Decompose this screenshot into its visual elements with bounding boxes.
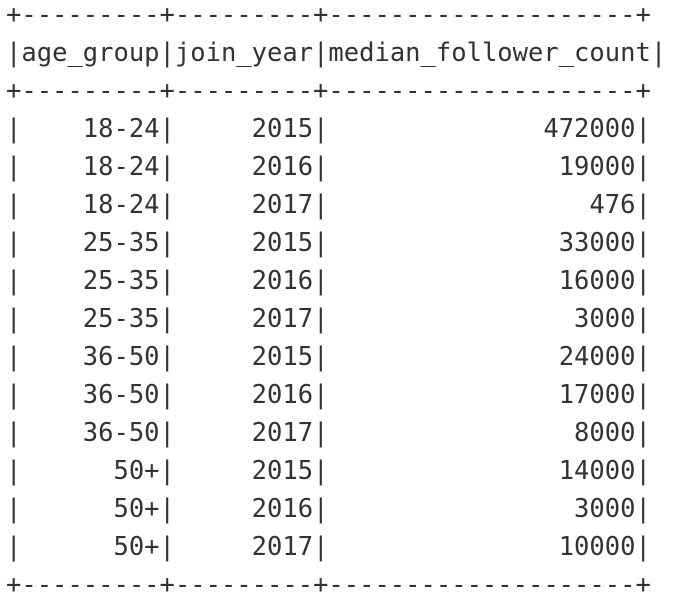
table-border-mid: +---------+---------+-------------------… [6,76,651,106]
table-cell-age-group: 18-24 [21,152,160,182]
table-cell-median-follower-count: 33000 [328,228,636,258]
table-cell-median-follower-count: 3000 [328,494,636,524]
table-cell-join-year: 2016 [174,494,314,524]
table-cell-age-group: 36-50 [21,380,160,410]
table-cell-join-year: 2015 [174,228,314,258]
table-row: | 50+| 2015| 14000| [6,456,651,486]
table-cell-median-follower-count: 16000 [328,266,636,296]
table-row: | 25-35| 2015| 33000| [6,228,651,258]
table-cell-median-follower-count: 24000 [328,342,636,372]
table-cell-join-year: 2016 [174,152,314,182]
table-cell-median-follower-count: 3000 [328,304,636,334]
table-cell-age-group: 50+ [21,532,160,562]
table-cell-join-year: 2015 [174,114,314,144]
table-cell-age-group: 18-24 [21,190,160,220]
table-row: | 25-35| 2017| 3000| [6,304,651,334]
table-cell-join-year: 2017 [174,304,314,334]
table-cell-join-year: 2017 [174,418,314,448]
table-cell-median-follower-count: 472000 [328,114,636,144]
column-header-join-year: join_year [174,38,314,68]
table-cell-median-follower-count: 476 [328,190,636,220]
table-cell-median-follower-count: 14000 [328,456,636,486]
column-header-age-group: age_group [21,38,160,68]
table-cell-median-follower-count: 10000 [328,532,636,562]
table-header-row: |age_group|join_year|median_follower_cou… [6,38,667,68]
table-row: | 50+| 2016| 3000| [6,494,651,524]
table-cell-age-group: 36-50 [21,342,160,372]
table-cell-age-group: 18-24 [21,114,160,144]
table-row: | 36-50| 2015| 24000| [6,342,651,372]
table-cell-median-follower-count: 17000 [328,380,636,410]
table-border-top: +---------+---------+-------------------… [6,0,651,30]
table-row: | 25-35| 2016| 16000| [6,266,651,296]
table-cell-age-group: 50+ [21,456,160,486]
table-cell-join-year: 2016 [174,266,314,296]
table-cell-median-follower-count: 19000 [328,152,636,182]
table-row: | 18-24| 2016| 19000| [6,152,651,182]
table-cell-join-year: 2017 [174,190,314,220]
table-cell-join-year: 2016 [174,380,314,410]
table-cell-age-group: 25-35 [21,266,160,296]
table-cell-join-year: 2017 [174,532,314,562]
column-header-median-follower-count: median_follower_count [328,38,651,68]
table-cell-age-group: 25-35 [21,304,160,334]
table-cell-join-year: 2015 [174,342,314,372]
table-cell-age-group: 36-50 [21,418,160,448]
table-row: | 36-50| 2016| 17000| [6,380,651,410]
table-border-bottom: +---------+---------+-------------------… [6,570,651,600]
table-row: | 36-50| 2017| 8000| [6,418,651,448]
table-cell-age-group: 50+ [21,494,160,524]
table-cell-age-group: 25-35 [21,228,160,258]
table-row: | 50+| 2017| 10000| [6,532,651,562]
table-row: | 18-24| 2017| 476| [6,190,651,220]
table-cell-median-follower-count: 8000 [328,418,636,448]
table-cell-join-year: 2015 [174,456,314,486]
table-row: | 18-24| 2015| 472000| [6,114,651,144]
